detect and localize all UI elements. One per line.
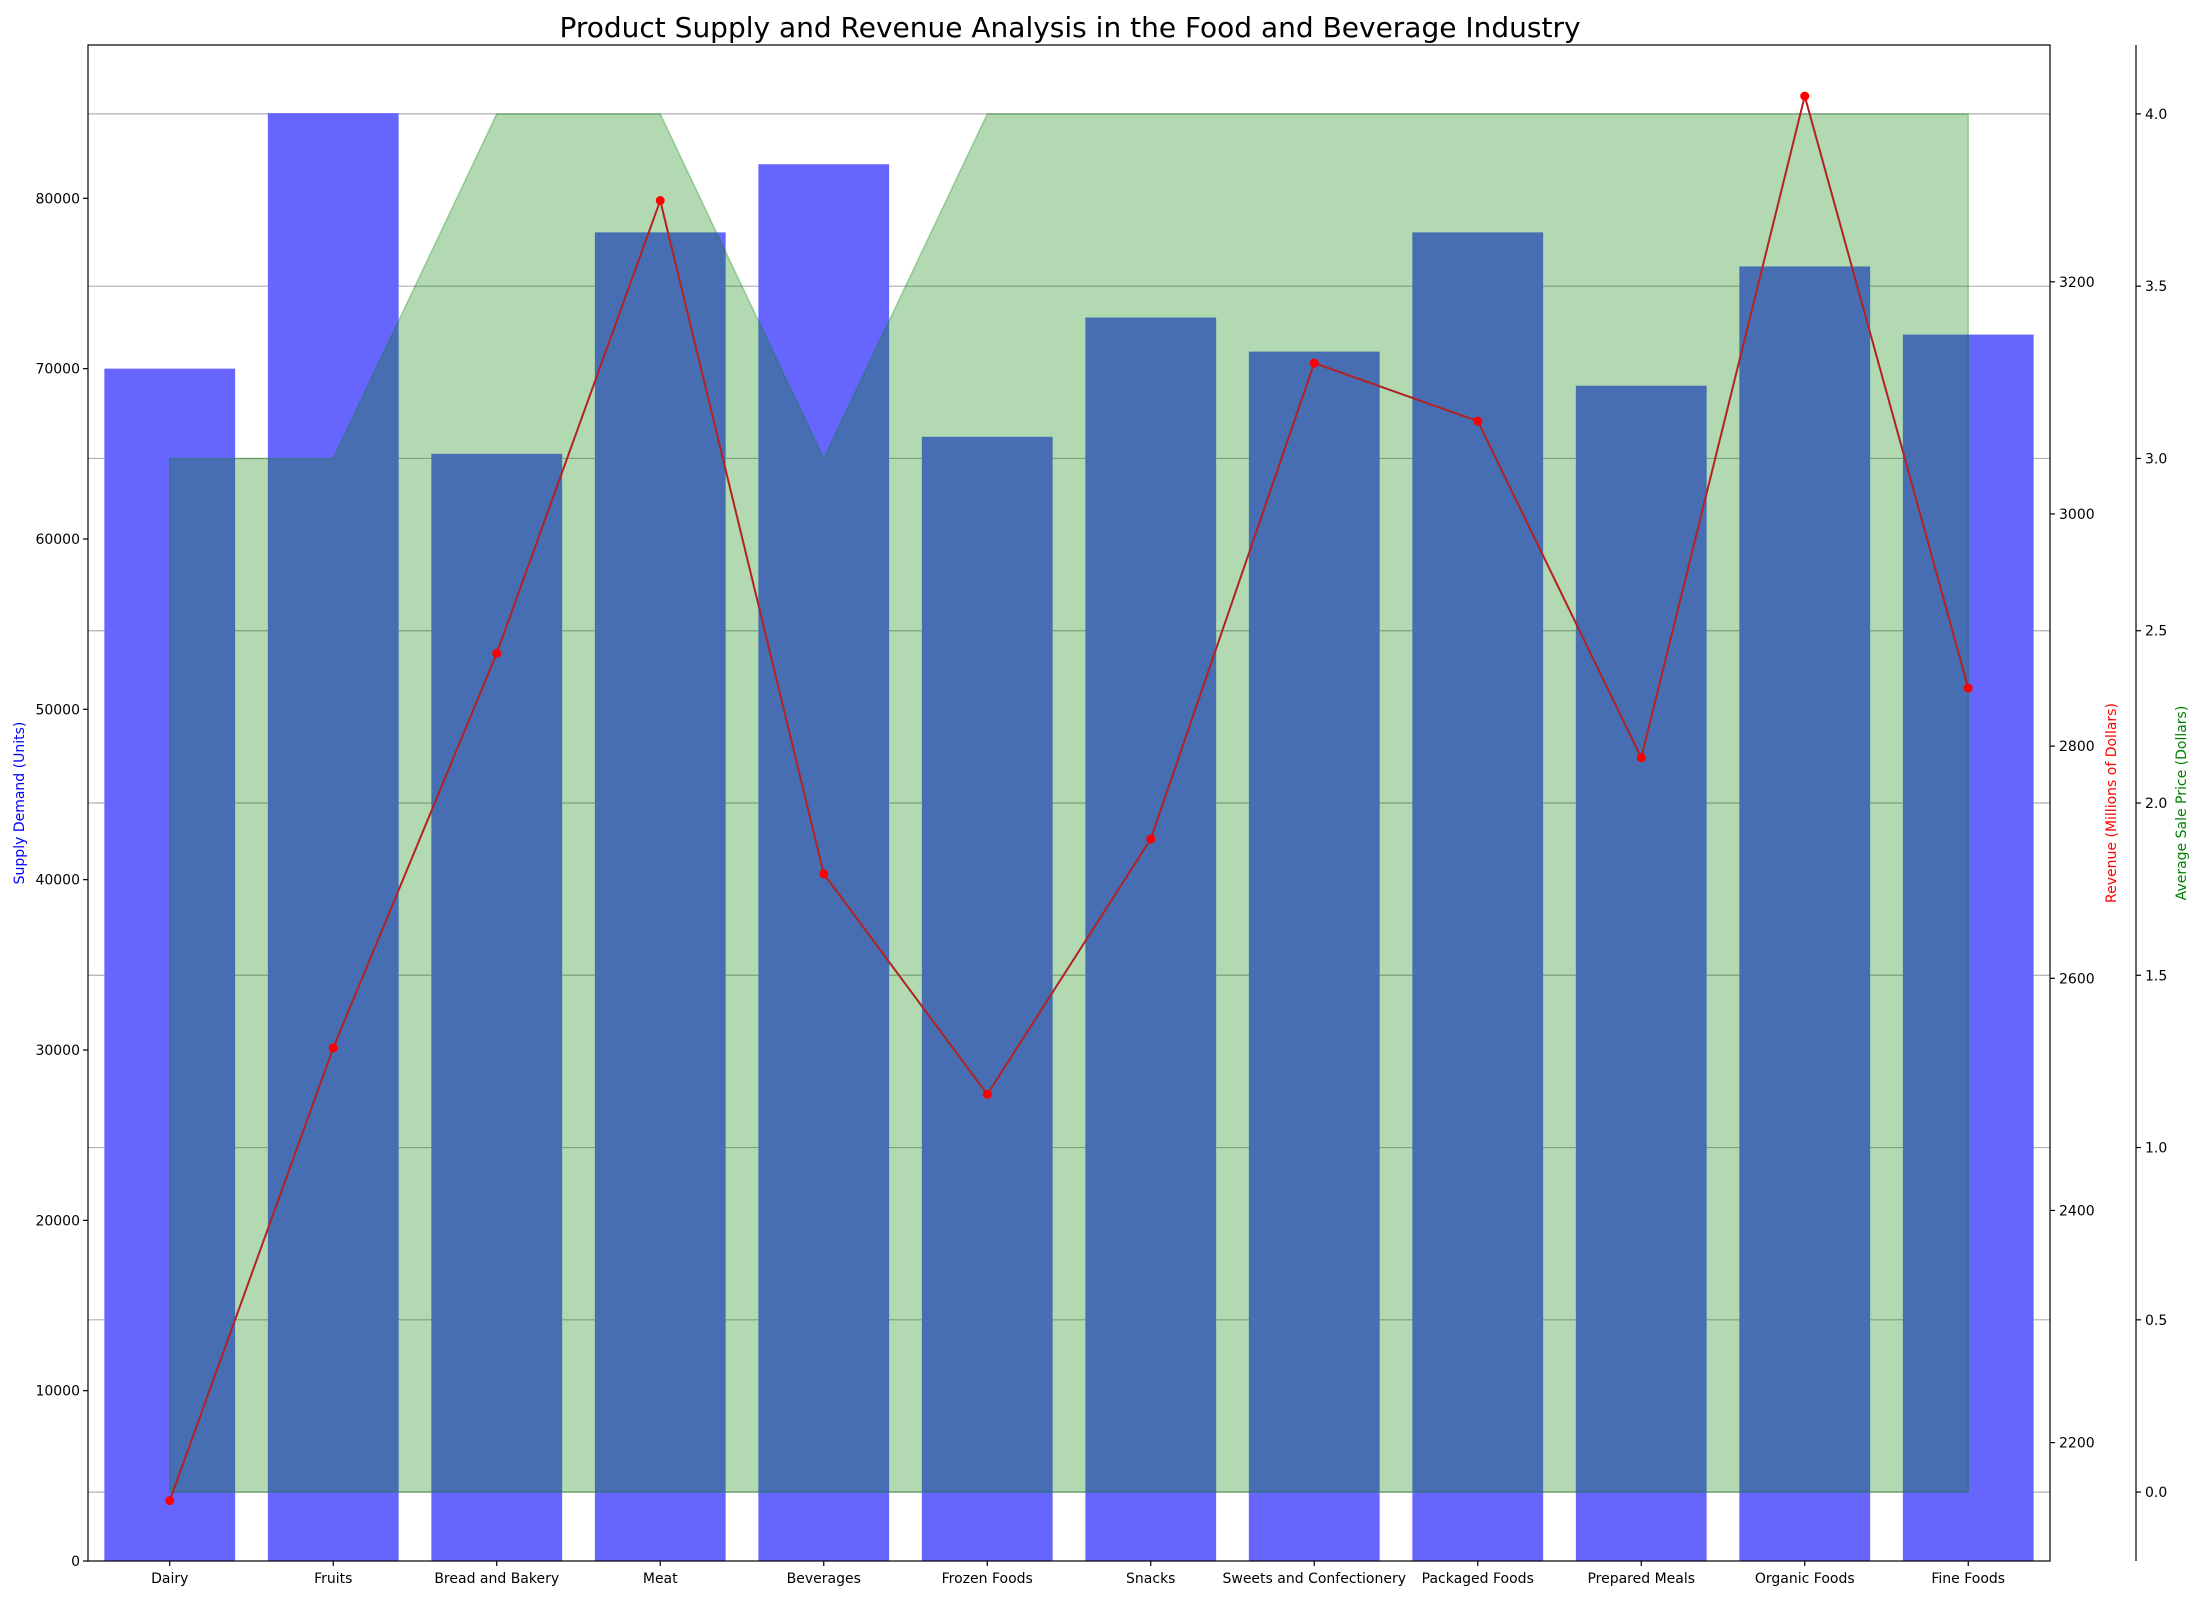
right-axis-label: Revenue (Millions of Dollars) [2104,703,2120,903]
plot-frame [87,44,2051,1562]
bar-supply-4 [758,164,890,1561]
point-revenue-10 [1800,91,1810,101]
left-axis-label: Supply Demand (Units) [12,722,28,885]
grid-layer [88,113,2050,1493]
bar-supply-5 [921,436,1053,1561]
left-tick-label: 50000 [35,702,80,718]
point-revenue-6 [1146,834,1156,844]
price-tick-label: 0.5 [2145,1313,2167,1329]
right-tick-label: 2800 [2059,739,2095,755]
bar-supply-1 [267,113,399,1561]
point-revenue-7 [1309,358,1319,368]
x-tick-label: Dairy [151,1571,188,1587]
price-tick-label: 3.0 [2145,451,2167,467]
point-revenue-5 [982,1089,992,1099]
x-tick-label: Snacks [1126,1571,1175,1587]
left-tick-label: 40000 [35,873,80,889]
x-tick-label: Organic Foods [1755,1571,1855,1587]
price-tick-label: 4.0 [2145,107,2167,123]
x-tick-label: Fruits [314,1571,352,1587]
bar-supply-3 [594,232,726,1561]
x-tick-label: Beverages [787,1571,861,1587]
point-revenue-0 [165,1496,175,1506]
price-tick-label: 1.5 [2145,968,2167,984]
bar-supply-11 [1902,334,2034,1562]
bar-supply-10 [1739,266,1871,1561]
left-tick-label: 10000 [35,1384,80,1400]
area-price [169,113,1969,1493]
right-tick-label: 2600 [2059,971,2095,987]
x-tick-label: Sweets and Confectionery [1222,1571,1406,1587]
chart-title: Product Supply and Revenue Analysis in t… [559,11,1580,44]
bar-supply-2 [431,453,563,1562]
right-tick-label: 2400 [2059,1203,2095,1219]
price-tick-label: 1.0 [2145,1141,2167,1157]
price-tick-label: 2.5 [2145,624,2167,640]
line-layer [165,91,1973,1506]
x-tick-label: Prepared Meals [1587,1571,1695,1587]
left-tick-label: 0 [71,1554,80,1570]
area-layer [169,113,1969,1493]
point-revenue-3 [655,196,665,206]
left-tick-label: 60000 [35,532,80,548]
point-revenue-11 [1963,683,1973,693]
axes-layer: 0 10000 20000 30000 40000 50000 60000 70000 8000… [12,44,2190,1587]
bar-supply-7 [1248,351,1380,1562]
x-tick-label: Fine Foods [1931,1571,2005,1587]
price-tick-label: 0.0 [2145,1485,2167,1501]
right-tick-label: 3000 [2059,507,2095,523]
price-tick-label: 3.5 [2145,279,2167,295]
bars-layer [104,113,2034,1562]
left-tick-label: 70000 [35,362,80,378]
left-tick-label: 30000 [35,1043,80,1059]
x-tick-label: Frozen Foods [942,1571,1033,1587]
point-revenue-8 [1473,416,1483,426]
left-tick-label: 80000 [35,191,80,207]
point-revenue-4 [819,869,829,879]
bar-supply-0 [104,368,236,1562]
point-revenue-2 [492,648,502,658]
left-tick-label: 20000 [35,1213,80,1229]
x-tick-label: Packaged Foods [1422,1571,1534,1587]
price-axis-label: Average Sale Price (Dollars) [2174,706,2190,901]
price-tick-label: 2.0 [2145,796,2167,812]
right-tick-label: 3200 [2059,275,2095,291]
bar-supply-8 [1412,232,1544,1561]
x-tick-label: Meat [643,1571,678,1587]
bar-supply-6 [1085,317,1217,1562]
x-tick-label: Bread and Bakery [434,1571,559,1587]
point-revenue-1 [328,1043,338,1053]
right-tick-label: 2200 [2059,1436,2095,1452]
line-revenue [168,92,1970,1501]
point-revenue-9 [1636,753,1646,763]
